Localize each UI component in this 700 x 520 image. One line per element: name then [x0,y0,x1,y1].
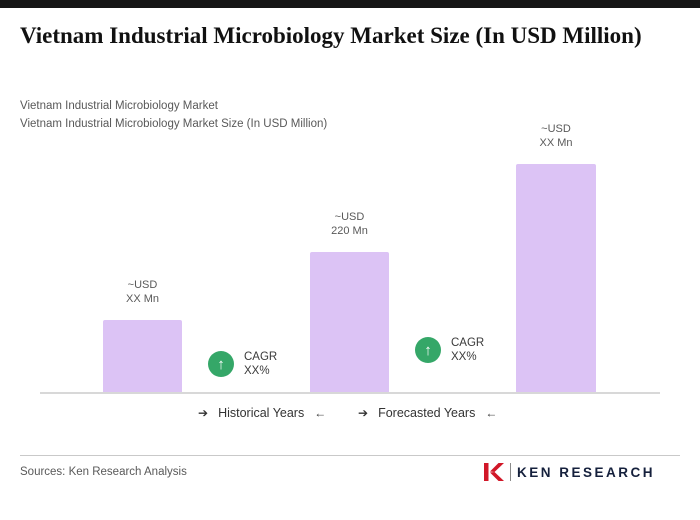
cagr-line-2: XX% [451,351,477,363]
bar-group-historical-start: ~USD XX Mn [103,278,182,392]
chart-subtitle-line-2: Vietnam Industrial Microbiology Market S… [20,118,328,130]
logo-divider-line [509,463,511,481]
footer-divider [20,455,680,456]
bar-value-line-1: ~USD [334,211,365,223]
up-arrow-icon: ↑ [415,337,441,363]
bar-value-line-2: XX Mn [539,137,573,149]
bar-value-line-1: ~USD [541,123,571,135]
bar-value-label: ~USD XX Mn [126,278,159,306]
bar-middle [310,252,389,392]
arrow-right-icon: ➔ [198,406,209,420]
bar-group-forecast-end: ~USD XX Mn [516,122,596,392]
bar-value-label: ~USD 220 Mn [331,210,368,238]
arrow-left-icon: ← [314,406,327,420]
bar-historical-start [103,320,182,392]
ken-research-k-icon [483,463,504,481]
sources-note: Sources: Ken Research Analysis [20,466,187,478]
cagr-label: CAGR XX% [451,336,484,364]
cagr-line-1: CAGR [244,351,278,363]
bar-value-line-1: ~USD [127,279,158,291]
cagr-annotation-forecast: ↑ CAGR XX% [415,336,484,364]
period-label-text: Forecasted Years [378,406,476,420]
cagr-label: CAGR XX% [244,350,277,378]
up-arrow-glyph: ↑ [217,355,225,373]
x-axis-baseline [40,392,660,394]
historical-years-label: ➔ Historical Years ← [198,406,326,420]
cagr-line-1: CAGR [451,337,485,349]
up-arrow-icon: ↑ [208,351,234,377]
bar-value-label: ~USD XX Mn [539,122,572,150]
bar-chart: ~USD XX Mn ~USD 220 Mn ~USD XX Mn ↑ [0,120,700,394]
chart-subtitle-line-1: Vietnam Industrial Microbiology Market [20,100,218,112]
arrow-right-icon: ➔ [358,406,369,420]
bar-value-line-2: XX Mn [125,293,159,305]
chart-subtitles: Vietnam Industrial Microbiology Market V… [20,97,327,133]
up-arrow-glyph: ↑ [424,341,432,359]
forecasted-years-label: ➔ Forecasted Years ← [358,406,497,420]
arrow-left-icon: ← [485,406,498,420]
bar-group-middle: ~USD 220 Mn [310,210,389,392]
logo-wordmark: KEN RESEARCH [516,464,655,480]
cagr-annotation-historical: ↑ CAGR XX% [208,350,277,378]
top-black-bar [0,0,700,8]
page-title: Vietnam Industrial Microbiology Market S… [20,23,642,48]
period-label-text: Historical Years [218,406,305,420]
bar-forecast-end [516,164,596,392]
cagr-line-2: XX% [244,365,270,377]
bar-value-line-2: 220 Mn [331,225,368,237]
ken-research-logo: KEN RESEARCH [482,461,655,483]
period-labels: ➔ Historical Years ← ➔ Forecasted Years … [0,406,700,430]
